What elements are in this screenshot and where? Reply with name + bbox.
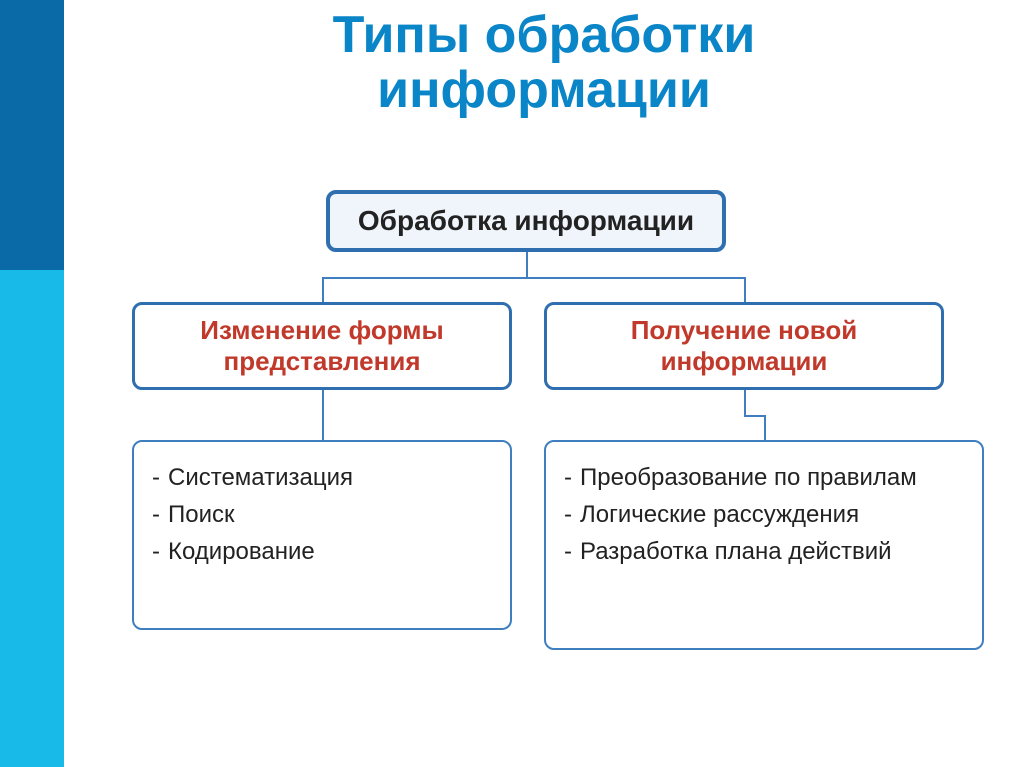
list-item-text: Разработка плана действий xyxy=(580,536,892,567)
branch-left-line2: представления xyxy=(224,346,421,377)
page-title: Типы обработки информации xyxy=(64,8,1024,117)
branch-header-left: Изменение формы представления xyxy=(132,302,512,390)
title-line-2: информации xyxy=(64,63,1024,118)
connector xyxy=(526,252,528,277)
title-line-1: Типы обработки xyxy=(64,8,1024,63)
branch-list-right: -Преобразование по правилам-Логические р… xyxy=(544,440,984,650)
branch-list-left: -Систематизация-Поиск-Кодирование xyxy=(132,440,512,630)
sidebar-top xyxy=(0,0,64,270)
connector xyxy=(744,277,746,302)
branch-header-right: Получение новой информации xyxy=(544,302,944,390)
list-item-text: Кодирование xyxy=(168,536,315,567)
list-item-text: Систематизация xyxy=(168,462,353,493)
dash: - xyxy=(564,464,580,491)
sidebar-decor xyxy=(0,0,64,767)
diagram: Обработка информации Изменение формы пре… xyxy=(64,180,1024,750)
list-item-text: Поиск xyxy=(168,499,235,530)
connector xyxy=(744,390,746,415)
root-node: Обработка информации xyxy=(326,190,726,252)
branch-left-line1: Изменение формы xyxy=(200,315,443,346)
dash: - xyxy=(564,501,580,528)
list-item: -Разработка плана действий xyxy=(564,536,964,567)
branch-right-line2: информации xyxy=(661,346,828,377)
list-item-text: Преобразование по правилам xyxy=(580,462,917,493)
dash: - xyxy=(564,538,580,565)
dash: - xyxy=(152,464,168,491)
sidebar-bottom xyxy=(0,270,64,767)
root-label: Обработка информации xyxy=(358,205,694,237)
connector xyxy=(322,277,744,279)
dash: - xyxy=(152,538,168,565)
list-item: -Логические рассуждения xyxy=(564,499,964,530)
connector xyxy=(744,415,764,417)
connector xyxy=(322,390,324,415)
list-item-text: Логические рассуждения xyxy=(580,499,859,530)
list-item: -Систематизация xyxy=(152,462,492,493)
branch-right-line1: Получение новой xyxy=(631,315,858,346)
list-item: -Преобразование по правилам xyxy=(564,462,964,493)
dash: - xyxy=(152,501,168,528)
list-item: -Кодирование xyxy=(152,536,492,567)
connector xyxy=(322,415,324,440)
list-item: -Поиск xyxy=(152,499,492,530)
connector xyxy=(764,415,766,440)
connector xyxy=(322,277,324,302)
